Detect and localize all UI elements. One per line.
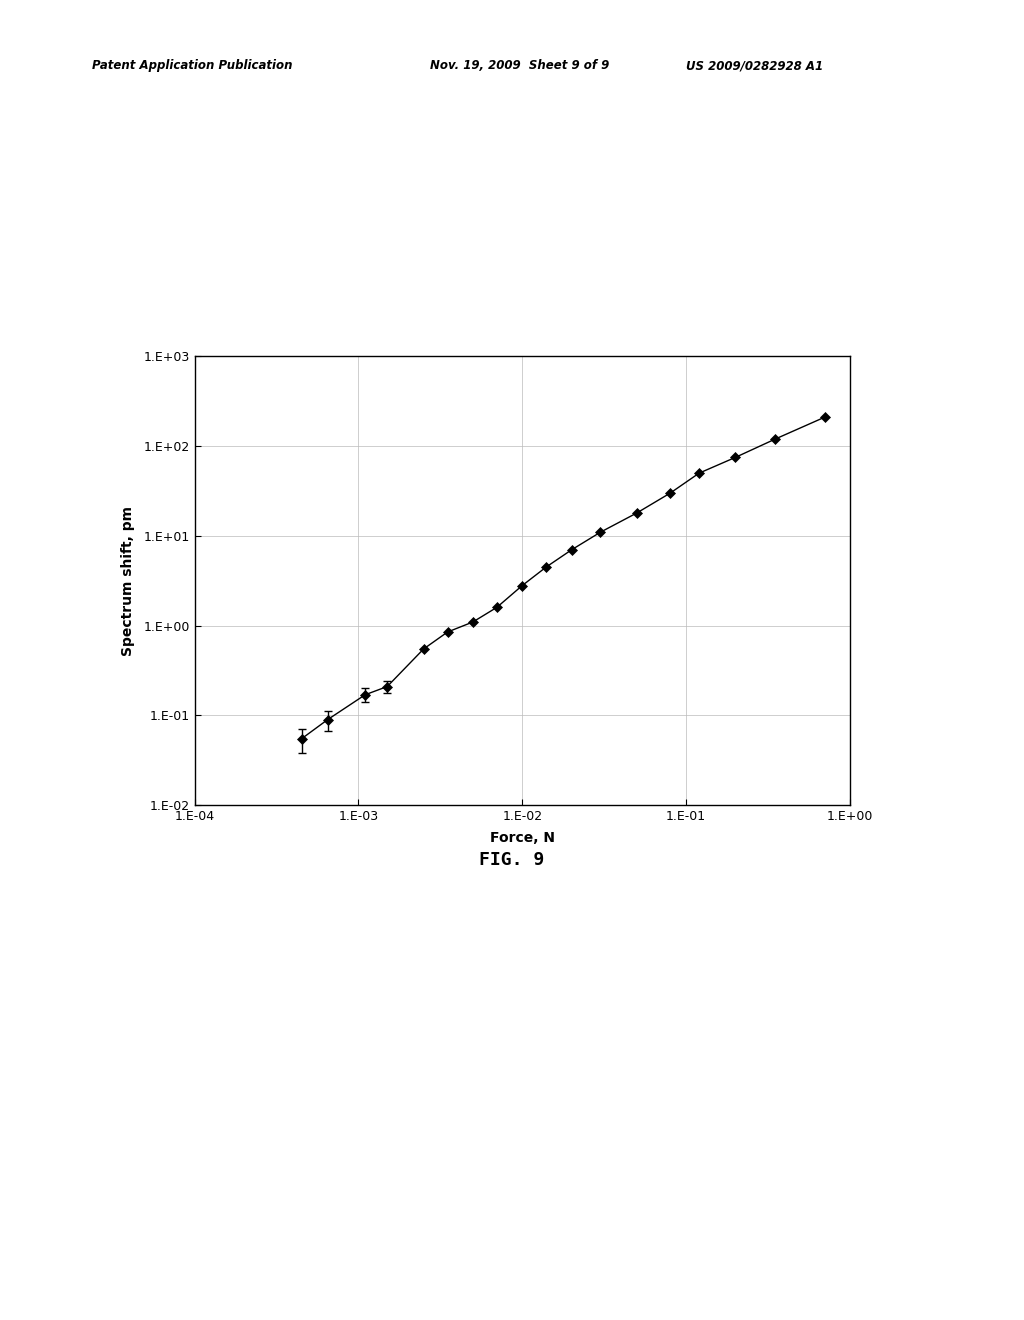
Text: FIG. 9: FIG. 9 [479,851,545,870]
X-axis label: Force, N: Force, N [489,832,555,845]
Y-axis label: Spectrum shift, pm: Spectrum shift, pm [121,506,135,656]
Text: Patent Application Publication: Patent Application Publication [92,59,293,73]
Text: Nov. 19, 2009  Sheet 9 of 9: Nov. 19, 2009 Sheet 9 of 9 [430,59,609,73]
Text: US 2009/0282928 A1: US 2009/0282928 A1 [686,59,823,73]
